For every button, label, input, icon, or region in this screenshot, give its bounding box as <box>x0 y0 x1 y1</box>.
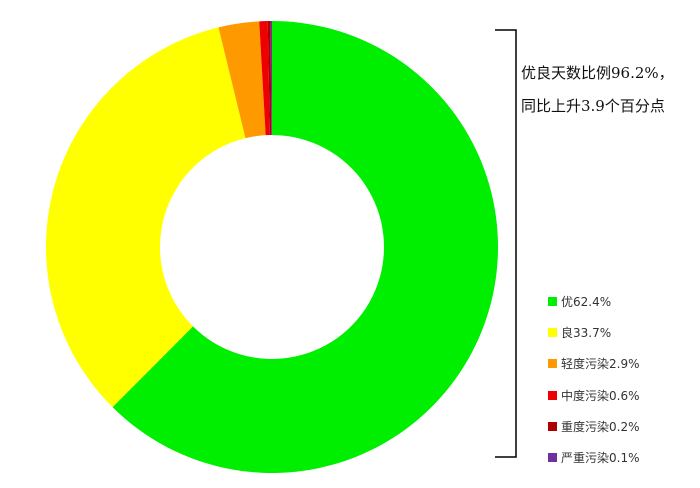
legend-swatch <box>548 453 557 463</box>
slice-5 <box>270 21 272 136</box>
legend-label: 严重污染0.1% <box>561 451 640 466</box>
legend-swatch <box>548 421 557 431</box>
annotation-line-2: 同比上升3.9个百分点 <box>521 97 665 115</box>
legend-label: 优62.4% <box>561 295 612 310</box>
legend-label: 中度污染0.6% <box>561 388 640 403</box>
slice-0 <box>112 21 499 473</box>
legend-swatch <box>548 297 557 307</box>
slice-4 <box>267 21 272 136</box>
legend-item: 中度污染0.6% <box>548 380 640 411</box>
legend-item: 良33.7% <box>548 317 640 348</box>
legend-item: 重度污染0.2% <box>548 411 640 442</box>
legend-item: 优62.4% <box>548 286 640 317</box>
legend-swatch <box>548 328 557 338</box>
legend-item: 严重污染0.1% <box>548 442 640 473</box>
legend-label: 轻度污染2.9% <box>561 357 640 372</box>
annotation-line-1: 优良天数比例96.2%， <box>521 64 674 82</box>
legend-item: 轻度污染2.9% <box>548 348 640 379</box>
legend-label: 良33.7% <box>561 326 612 341</box>
slice-2 <box>218 21 266 139</box>
legend-swatch <box>548 390 557 400</box>
legend: 优62.4% 良33.7% 轻度污染2.9% 中度污染0.6% 重度污染0.2% 严重污染… <box>548 286 640 473</box>
slice-3 <box>259 21 270 136</box>
legend-swatch <box>548 359 557 369</box>
slice-1 <box>46 27 246 408</box>
legend-label: 重度污染0.2% <box>561 419 640 434</box>
annotation-bracket <box>495 29 517 458</box>
